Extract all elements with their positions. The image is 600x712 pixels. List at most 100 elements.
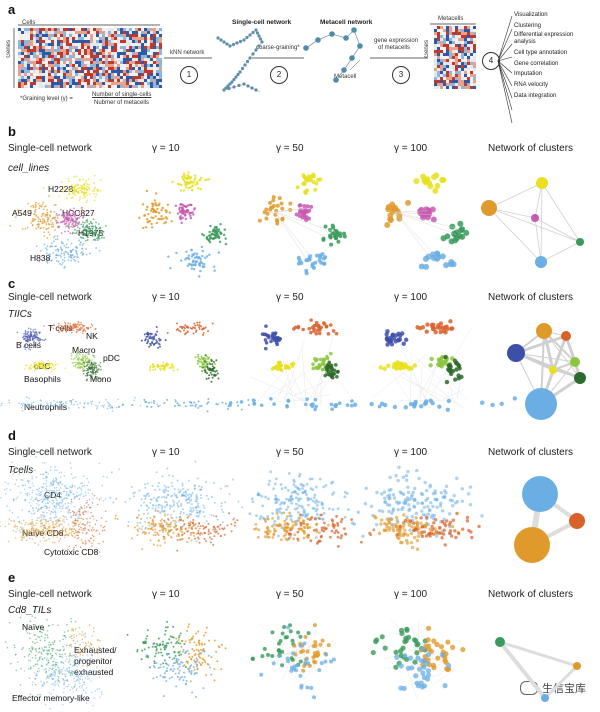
cell-dot — [271, 198, 276, 203]
heatmap-cell — [132, 79, 135, 82]
heatmap-cell — [126, 73, 129, 76]
cell-dot — [270, 333, 275, 338]
network-edge — [394, 211, 436, 216]
cell-dot — [31, 217, 34, 220]
heatmap-cell — [99, 37, 102, 40]
cell-dot — [100, 524, 102, 527]
cell-dot — [329, 373, 333, 377]
heatmap-cell — [99, 82, 102, 85]
cell-dot — [74, 327, 76, 329]
cell-dot — [0, 496, 2, 499]
heatmap-cell — [84, 40, 87, 43]
cell-dot — [34, 218, 37, 221]
cell-dot — [308, 178, 313, 183]
cell-dot — [36, 488, 38, 491]
cell-dot — [38, 490, 40, 492]
cell-dot — [296, 324, 301, 329]
cell-dot — [392, 404, 398, 410]
heatmap-cell — [111, 49, 114, 52]
heatmap-cell — [45, 43, 48, 46]
heatmap-cell — [39, 67, 42, 70]
metacell-node — [343, 35, 349, 41]
cell-dot — [153, 516, 156, 519]
heatmap-cell — [111, 46, 114, 49]
cell-dot — [85, 542, 87, 544]
heatmap-cell — [111, 64, 114, 67]
cell-dot — [81, 359, 84, 361]
cell-dot — [446, 367, 451, 372]
network-edge — [400, 343, 459, 396]
heatmap-cell — [18, 31, 21, 34]
cell-dot — [69, 511, 72, 514]
cell-dot — [405, 199, 412, 206]
cell-dot — [91, 530, 93, 532]
heatmap-cell — [135, 34, 138, 37]
cell-dot — [75, 221, 78, 223]
cell-dot — [35, 522, 38, 524]
cell-dot — [31, 220, 34, 223]
heatmap-cell — [90, 43, 93, 46]
cell-dot — [161, 364, 164, 367]
cell-dot — [241, 506, 244, 509]
cell-dot — [84, 510, 86, 513]
cell-dot — [74, 514, 77, 517]
cell-dot — [112, 501, 115, 504]
network-edge — [312, 328, 337, 405]
cell-dot — [74, 326, 77, 329]
heatmap-cell — [93, 64, 96, 67]
cell-dot — [79, 514, 81, 516]
heatmap-cell — [123, 67, 126, 70]
cell-dot — [38, 516, 40, 519]
heatmap-cell — [42, 34, 45, 37]
heatmap-cell — [78, 34, 81, 37]
cell-dot — [54, 516, 57, 518]
heatmap-cell — [111, 82, 114, 85]
cell-dot — [78, 513, 80, 515]
cell-dot — [90, 225, 93, 228]
heatmap-cell — [132, 46, 135, 49]
cell-dot — [79, 362, 82, 365]
heatmap-cell — [24, 49, 27, 52]
heatmap-cell — [132, 67, 135, 70]
cell-dot — [96, 406, 99, 408]
cluster-edge — [540, 361, 576, 405]
heatmap-cell — [84, 76, 87, 79]
cell-dot — [83, 355, 86, 358]
cell-dot — [24, 330, 27, 332]
sc-network-edge — [243, 83, 261, 93]
cell-dot — [55, 477, 57, 480]
cell-dot — [60, 502, 63, 504]
cell-dot — [190, 513, 193, 516]
cell-dot — [156, 496, 159, 499]
cell-dot — [175, 493, 178, 496]
cell-dot — [87, 489, 89, 491]
cell-dot — [71, 218, 73, 220]
cell-dot — [74, 189, 77, 192]
cell-dot — [214, 226, 218, 229]
heatmap-cell — [123, 40, 126, 43]
heatmap-cell — [449, 29, 452, 32]
cell-dot — [86, 363, 88, 366]
cell-dot — [151, 507, 154, 510]
cell-dot — [158, 345, 161, 348]
cell-dot — [78, 191, 80, 194]
cell-dot — [326, 365, 331, 370]
cell-dot — [315, 328, 320, 333]
cell-dot — [29, 335, 32, 338]
heatmap-cell — [129, 43, 132, 46]
heatmap-cell — [443, 71, 446, 74]
heatmap-cell — [117, 49, 120, 52]
cell-dot — [39, 473, 42, 476]
cell-dot — [423, 177, 430, 184]
cell-dot — [23, 488, 26, 491]
heatmap-cell — [135, 55, 138, 58]
heatmap-cell — [81, 49, 84, 52]
cell-dot — [53, 365, 55, 368]
cell-dot — [80, 251, 83, 254]
heatmap-cell — [461, 26, 464, 29]
cell-dot — [74, 524, 76, 527]
cell-dot — [80, 526, 82, 529]
metacell-node — [349, 55, 355, 61]
cell-dot — [216, 232, 219, 236]
cell-dot — [149, 209, 153, 212]
